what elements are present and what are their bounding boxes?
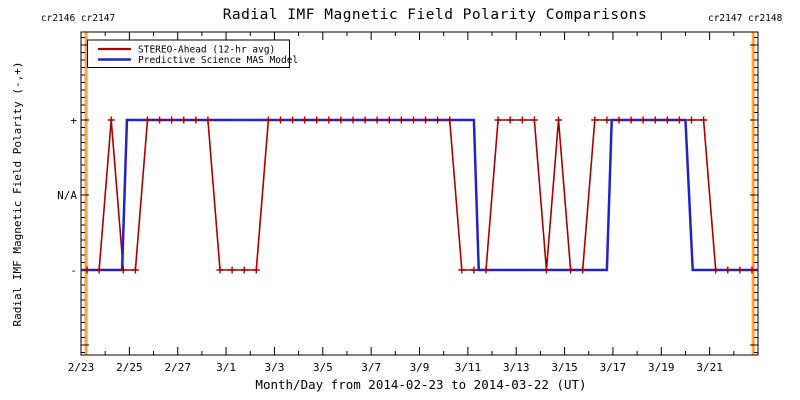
plus-marker xyxy=(349,116,357,124)
plus-marker xyxy=(446,116,454,124)
plus-marker xyxy=(748,266,756,274)
plus-marker xyxy=(422,116,430,124)
plus-marker xyxy=(83,266,91,274)
plus-marker xyxy=(180,116,188,124)
plus-marker xyxy=(542,266,550,274)
plus-marker xyxy=(651,116,659,124)
plus-marker xyxy=(95,266,103,274)
legend-label-stereo: STEREO-Ahead (12-hr avg) xyxy=(138,45,275,56)
plus-marker xyxy=(168,116,176,124)
plus-marker xyxy=(724,266,732,274)
plus-marker xyxy=(506,116,514,124)
plot-frame xyxy=(80,31,759,356)
cr-boundary-label-right: cr2147 cr2148 xyxy=(708,13,783,24)
y-tick-label: N/A xyxy=(57,189,77,202)
x-tick-label: 3/17 xyxy=(600,361,627,374)
plus-marker xyxy=(143,116,151,124)
x-tick-label: 3/5 xyxy=(313,361,333,374)
x-tick-label: 2/27 xyxy=(164,361,191,374)
x-tick-label: 3/11 xyxy=(455,361,482,374)
legend: STEREO-Ahead (12-hr avg) Predictive Scie… xyxy=(87,39,298,68)
plus-marker xyxy=(470,266,478,274)
plus-marker xyxy=(663,116,671,124)
plus-marker xyxy=(494,116,502,124)
plus-marker xyxy=(385,116,393,124)
x-tick-label: 3/7 xyxy=(361,361,381,374)
plus-marker xyxy=(216,266,224,274)
chart-title: Radial IMF Magnetic Field Polarity Compa… xyxy=(223,7,648,23)
legend-box xyxy=(87,39,290,68)
y-tick-label: - xyxy=(70,264,77,277)
plus-marker xyxy=(361,116,369,124)
plus-marker xyxy=(156,116,164,124)
plus-marker xyxy=(700,116,708,124)
plus-marker xyxy=(409,116,417,124)
plus-marker xyxy=(252,266,260,274)
plus-marker xyxy=(397,116,405,124)
plus-marker xyxy=(518,116,526,124)
plus-marker xyxy=(736,266,744,274)
plus-marker xyxy=(337,116,345,124)
axis-ticks xyxy=(80,32,759,355)
y-tick-label: + xyxy=(70,114,77,127)
plus-marker xyxy=(276,116,284,124)
plus-marker xyxy=(131,266,139,274)
plus-marker xyxy=(579,266,587,274)
y-tick-labels: + N/A - xyxy=(57,114,77,277)
plus-marker xyxy=(240,266,248,274)
x-axis-title: Month/Day from 2014-02-23 to 2014-03-22 … xyxy=(255,377,586,392)
plus-marker xyxy=(289,116,297,124)
plus-marker xyxy=(482,266,490,274)
plus-marker xyxy=(264,116,272,124)
plus-marker xyxy=(204,116,212,124)
x-tick-label: 2/25 xyxy=(116,361,143,374)
x-tick-labels: 2/23 2/25 2/27 3/1 3/3 3/5 3/7 3/9 3/11 3/13 3/15 3… xyxy=(68,361,723,374)
plus-marker xyxy=(228,266,236,274)
plot-border xyxy=(80,31,759,356)
legend-label-mas: Predictive Science MAS Model xyxy=(138,55,298,66)
x-tick-label: 3/1 xyxy=(216,361,236,374)
plus-marker xyxy=(639,116,647,124)
x-tick-label: 3/3 xyxy=(264,361,284,374)
x-tick-label: 3/21 xyxy=(696,361,723,374)
x-tick-label: 3/9 xyxy=(410,361,430,374)
plus-marker xyxy=(615,116,623,124)
plus-marker xyxy=(119,266,127,274)
plus-marker xyxy=(712,266,720,274)
stereo-line xyxy=(87,119,752,271)
plus-marker xyxy=(373,116,381,124)
cr-boundary-label-left: cr2146 cr2147 xyxy=(41,13,115,24)
x-tick-label: 3/13 xyxy=(503,361,530,374)
x-tick-label: 2/23 xyxy=(68,361,95,374)
plus-marker xyxy=(627,116,635,124)
plus-marker xyxy=(675,116,683,124)
mas-model-line xyxy=(81,118,758,272)
plus-marker xyxy=(530,116,538,124)
plus-marker xyxy=(591,116,599,124)
plus-marker xyxy=(567,266,575,274)
plus-marker xyxy=(603,116,611,124)
plus-marker xyxy=(325,116,333,124)
y-axis-title: Radial IMF Magnetic Field Polarity (-,+) xyxy=(11,62,24,327)
plus-marker xyxy=(313,116,321,124)
x-tick-label: 3/15 xyxy=(551,361,578,374)
plus-marker xyxy=(192,116,200,124)
plus-marker xyxy=(688,116,696,124)
cr-boundary-lines xyxy=(84,32,755,355)
data-series xyxy=(81,116,758,274)
plus-marker xyxy=(458,266,466,274)
plus-marker xyxy=(434,116,442,124)
plus-marker xyxy=(555,116,563,124)
x-tick-label: 3/19 xyxy=(648,361,675,374)
plus-marker xyxy=(301,116,309,124)
plus-marker xyxy=(107,116,115,124)
